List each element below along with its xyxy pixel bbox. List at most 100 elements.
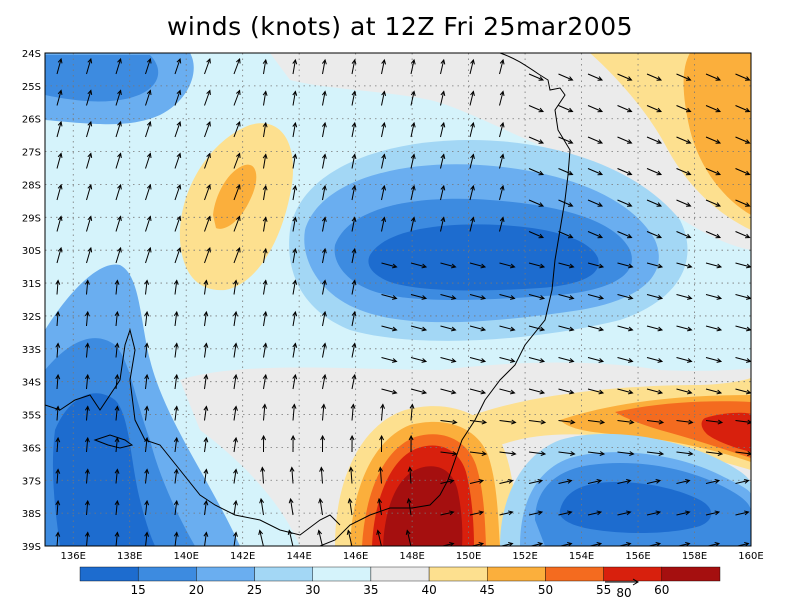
lat-tick-label: 34S (22, 378, 41, 389)
wind-arrow (351, 342, 357, 358)
wind-arrow (233, 215, 241, 232)
grid-lines (45, 53, 751, 546)
wind-arrow (233, 373, 238, 390)
wind-arrow (735, 231, 751, 239)
wind-arrow (528, 510, 544, 516)
wind-arrow (174, 246, 182, 264)
wind-arrow (292, 216, 298, 232)
wind-arrow (499, 294, 516, 300)
coastline-gulf (93, 434, 134, 449)
wind-arrow (528, 231, 545, 239)
wind-arrow (499, 478, 514, 484)
wind-arrow (558, 262, 575, 269)
wind-arrow (587, 510, 603, 516)
wind-arrow (381, 294, 398, 300)
wind-arrow (144, 310, 150, 327)
wind-arrow (528, 105, 545, 113)
wind-arrow (381, 388, 398, 395)
colorbar-segment (661, 566, 721, 582)
wind-arrow (145, 152, 152, 169)
wind-arrow (258, 529, 264, 546)
wind-arrow (144, 279, 150, 295)
wind-arrow (705, 357, 723, 363)
wind-arrow (292, 342, 298, 358)
wind-arrow (233, 279, 238, 295)
wind-arrow (440, 58, 446, 75)
wind-arrow (233, 468, 238, 484)
wind-arrow (558, 199, 574, 207)
wind-arrow (676, 419, 694, 425)
lat-tick-label: 28S (22, 180, 41, 191)
wind-arrow (346, 529, 353, 546)
wind-arrow (292, 247, 298, 264)
wind-arrow (55, 531, 61, 546)
wind-arrow (381, 58, 387, 75)
wind-arrow (676, 105, 692, 113)
wind-arrow (587, 105, 604, 113)
wind-arrow (262, 403, 267, 421)
wind-arrow (735, 73, 751, 81)
wind-arrow (351, 90, 357, 106)
wind-arrow (84, 499, 90, 516)
lat-tick-label: 24S (22, 49, 41, 60)
wind-arrow (440, 451, 458, 456)
lat-tick-label: 25S (22, 82, 41, 93)
wind-arrow (617, 199, 633, 207)
wind-arrow (56, 89, 63, 106)
wind-arrow (528, 541, 544, 546)
wind-arrow (528, 73, 545, 81)
wind-arrow (262, 279, 268, 295)
wind-arrow (347, 497, 353, 516)
wind-arrow (410, 184, 416, 201)
wind-arrow (410, 388, 428, 395)
contour-15-20-southeast (559, 482, 712, 534)
wind-arrow (617, 510, 632, 516)
wind-arrow (262, 373, 268, 390)
colorbar-label: 25 (247, 583, 262, 597)
wind-arrow (469, 388, 487, 395)
wind-arrow (233, 405, 238, 421)
wind-arrow (558, 73, 574, 81)
lat-tick-label: 33S (22, 345, 41, 356)
wind-arrow (469, 419, 488, 425)
wind-vectors (55, 57, 751, 546)
wind-arrow (735, 510, 750, 516)
wind-arrow (646, 388, 664, 395)
lat-tick-label: 38S (22, 509, 41, 520)
wind-arrow (174, 57, 182, 75)
wind-arrow (56, 246, 63, 264)
lat-tick-label: 35S (22, 411, 41, 422)
contour-15-20-southwest (52, 393, 155, 546)
wind-arrow (321, 58, 327, 75)
wind-arrow (469, 90, 475, 106)
wind-arrow (144, 499, 150, 516)
wind-arrow (410, 90, 416, 106)
wind-arrow (86, 246, 93, 264)
wind-arrow (317, 529, 323, 546)
wind-arrow (499, 388, 516, 395)
wind-arrow (587, 419, 606, 425)
wind-arrow (676, 136, 692, 144)
wind-arrow (705, 388, 723, 395)
wind-arrow (381, 357, 398, 363)
wind-arrow (84, 531, 90, 546)
wind-arrow (351, 121, 357, 138)
colorbar-segment (545, 566, 604, 582)
wind-arrow (410, 153, 416, 169)
wind-arrow (84, 342, 90, 358)
wind-arrow (292, 58, 298, 75)
coastline-east-australia (319, 53, 571, 546)
wind-arrow (587, 73, 604, 81)
wind-arrow (114, 405, 120, 421)
contour-45-50-northeast (683, 53, 751, 215)
wind-arrow (617, 388, 634, 395)
wind-arrow (351, 184, 357, 201)
wind-arrow (381, 90, 387, 106)
wind-arrow (381, 153, 387, 169)
wind-arrow (174, 152, 182, 169)
wind-arrow (617, 541, 632, 546)
wind-arrow (144, 342, 150, 358)
wind-arrow (233, 531, 238, 546)
wind-arrow (173, 373, 179, 390)
wind-arrow (735, 478, 750, 484)
